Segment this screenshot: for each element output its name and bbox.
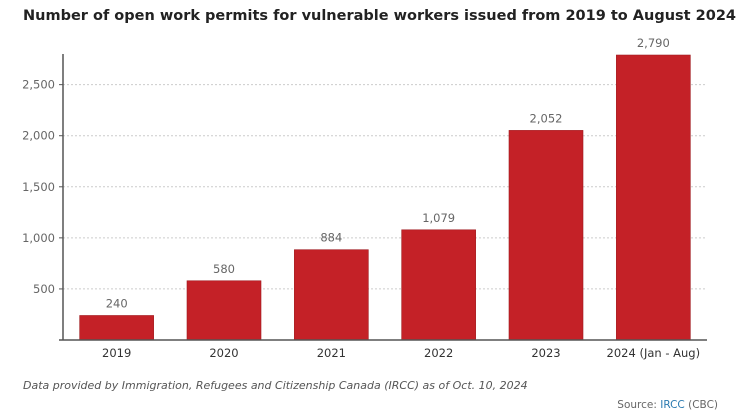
data-label: 240 (106, 296, 128, 310)
x-tick-label: 2020 (209, 346, 238, 360)
source-link[interactable]: IRCC (660, 399, 685, 411)
y-tick-label: 1,500 (22, 180, 55, 194)
y-tick-label: 1,000 (22, 231, 55, 245)
bar (616, 54, 691, 341)
data-label: 884 (320, 231, 342, 245)
x-tick-label: 2023 (531, 346, 560, 360)
x-tick-label: 2024 (Jan - Aug) (607, 346, 701, 360)
data-note: Data provided by Immigration, Refugees a… (23, 379, 528, 392)
data-label: 2,790 (637, 36, 670, 50)
bar (294, 249, 369, 341)
y-tick-label: 2,000 (22, 129, 55, 143)
x-tick-label: 2019 (102, 346, 131, 360)
source-line: Source: IRCC (CBC) (617, 399, 718, 411)
bar (79, 315, 154, 341)
data-label: 1,079 (422, 211, 455, 225)
x-tick-label: 2021 (317, 346, 346, 360)
x-tick-label: 2022 (424, 346, 453, 360)
source-suffix: (CBC) (684, 399, 718, 411)
y-tick-label: 2,500 (22, 78, 55, 92)
bar (401, 229, 476, 341)
source-prefix: Source: (617, 399, 661, 411)
data-label: 2,052 (530, 111, 563, 125)
data-label: 580 (213, 262, 235, 276)
bar (508, 130, 584, 341)
chart-title: Number of open work permits for vulnerab… (23, 8, 737, 24)
bar (186, 280, 262, 341)
y-tick-label: 500 (33, 282, 55, 296)
